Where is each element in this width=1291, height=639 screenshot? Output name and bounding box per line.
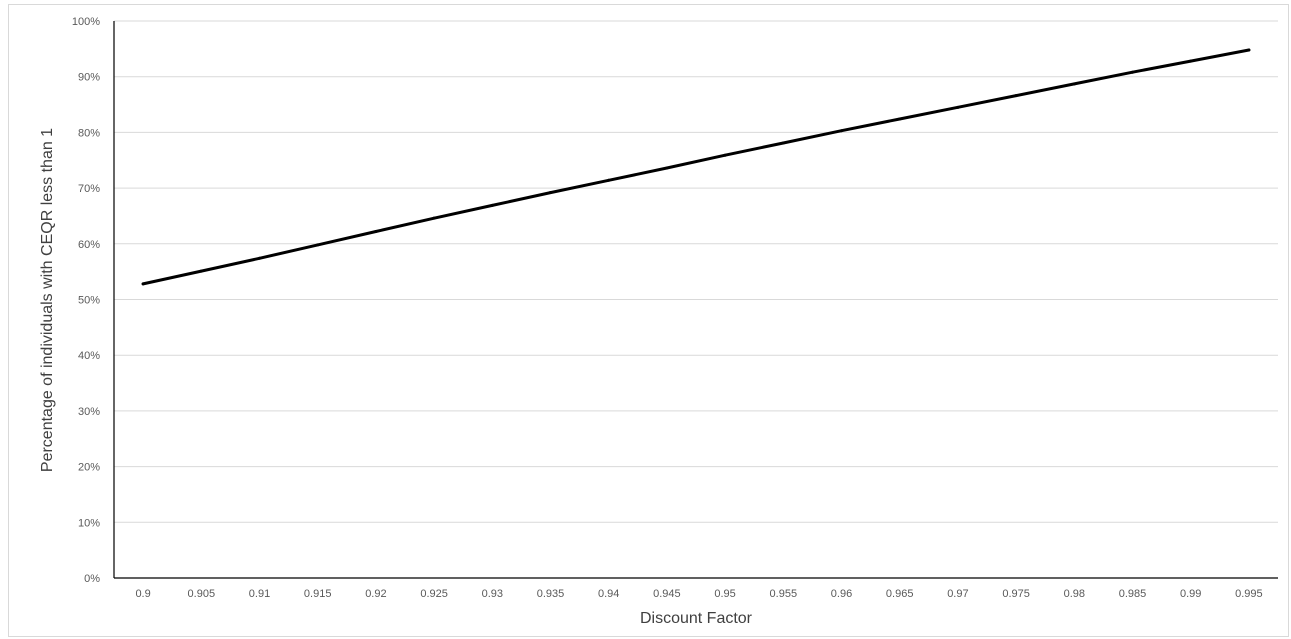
x-tick-label: 0.925 <box>420 588 448 600</box>
data-point <box>1131 70 1134 74</box>
data-point <box>723 153 727 157</box>
data-point <box>956 105 960 109</box>
data-point <box>141 282 145 286</box>
y-axis-title: Percentage of individuals with CEQR less… <box>39 128 56 472</box>
y-tick-label: 0% <box>84 573 100 585</box>
data-point <box>840 129 843 133</box>
x-tick-label: 0.97 <box>947 588 968 600</box>
y-tick-labels: 0% 10% 20% 30% 40% 50% 60% 70% 80% 90% 100% <box>72 16 100 585</box>
y-tick-label: 50% <box>78 295 100 307</box>
data-point <box>781 141 785 145</box>
data-point <box>374 230 378 234</box>
x-tick-label: 0.995 <box>1235 588 1263 600</box>
x-tick-label: 0.95 <box>714 588 735 600</box>
x-tick-label: 0.965 <box>886 588 914 600</box>
x-tick-label: 0.94 <box>598 588 619 600</box>
y-tick-label: 20% <box>78 462 100 474</box>
data-point <box>1189 59 1193 63</box>
y-tick-label: 80% <box>78 127 100 139</box>
x-tick-label: 0.985 <box>1119 588 1147 600</box>
x-tick-label: 0.98 <box>1064 588 1085 600</box>
x-tick-label: 0.905 <box>188 588 216 600</box>
x-tick-label: 0.935 <box>537 588 565 600</box>
data-point <box>665 166 669 170</box>
y-tick-label: 30% <box>78 406 100 418</box>
y-tick-label: 40% <box>78 350 100 362</box>
x-tick-label: 0.945 <box>653 588 681 600</box>
data-point <box>1072 82 1076 86</box>
data-point <box>898 117 902 121</box>
x-tick-label: 0.93 <box>482 588 503 600</box>
chart-frame <box>8 4 1289 637</box>
x-tick-label: 0.915 <box>304 588 332 600</box>
data-point <box>199 269 203 273</box>
x-tick-label: 0.91 <box>249 588 270 600</box>
x-tick-label: 0.975 <box>1002 588 1030 600</box>
series-layer <box>141 48 1251 286</box>
x-tick-labels: 0.9 0.905 0.91 0.915 0.92 0.925 0.93 0.935 0.94 0… <box>135 588 1262 600</box>
data-point <box>1014 94 1018 98</box>
x-tick-label: 0.99 <box>1180 588 1201 600</box>
data-point <box>1247 48 1251 52</box>
x-tick-label: 0.955 <box>770 588 798 600</box>
gridlines <box>114 20 1278 523</box>
x-tick-label: 0.92 <box>365 588 386 600</box>
series-line <box>141 48 1251 286</box>
data-point <box>607 178 611 182</box>
y-tick-label: 90% <box>78 72 100 84</box>
y-tick-label: 60% <box>78 239 100 251</box>
data-point <box>549 191 552 195</box>
x-tick-label: 0.96 <box>831 588 852 600</box>
data-point <box>432 216 436 220</box>
data-point <box>490 203 494 207</box>
y-tick-label: 70% <box>78 183 100 195</box>
x-axis-title: Discount Factor <box>640 610 753 627</box>
data-point <box>258 256 261 260</box>
y-tick-label: 10% <box>78 517 100 529</box>
data-point <box>316 243 320 247</box>
y-tick-label: 100% <box>72 16 100 28</box>
x-tick-label: 0.9 <box>135 588 150 600</box>
